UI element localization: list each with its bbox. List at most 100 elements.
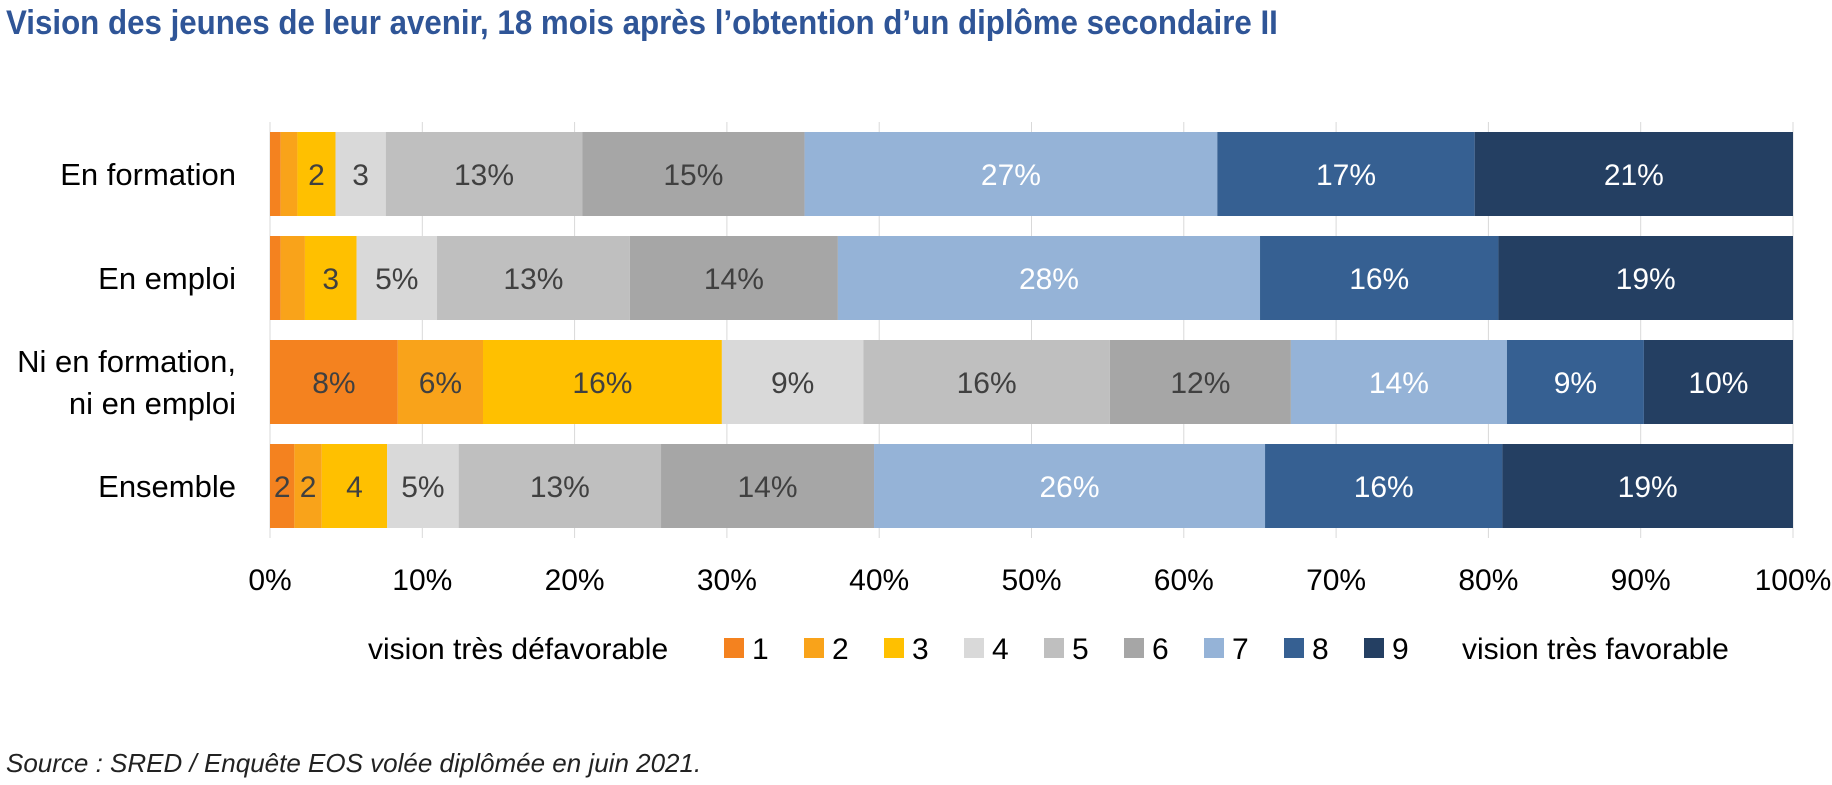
bar-segment xyxy=(385,132,583,216)
bar-segment xyxy=(270,236,281,320)
bar-row: 2 3 13% 15% 27% 17% 21% xyxy=(270,132,1793,216)
legend-label-right: vision très favorable xyxy=(1462,633,1729,666)
bar-segment xyxy=(356,236,438,320)
legend-swatch xyxy=(1364,638,1384,658)
legend-label-left: vision très défavorable xyxy=(368,633,668,666)
x-tick-label: 30% xyxy=(697,564,757,597)
bar-segment xyxy=(397,340,484,424)
bar-segment xyxy=(270,340,398,424)
data-label: 6% xyxy=(419,367,462,400)
data-label: 2 xyxy=(274,471,291,504)
data-label: 19% xyxy=(1618,471,1678,504)
bars: 2 3 13% 15% 27% 17% 21%3 5% 13% 14% 28% 16% 19%8% 6% 1… xyxy=(270,132,1793,528)
data-label: 21% xyxy=(1604,159,1664,192)
data-label: 13% xyxy=(454,159,514,192)
data-label: 2 xyxy=(308,159,325,192)
data-label: 3 xyxy=(352,159,369,192)
bar-segment xyxy=(1498,236,1793,320)
x-tick-label: 70% xyxy=(1306,564,1366,597)
data-label: 17% xyxy=(1316,159,1376,192)
bar-segment xyxy=(294,444,322,528)
legend-entry-label: 7 xyxy=(1232,633,1249,666)
chart-title: Vision des jeunes de leur avenir, 18 moi… xyxy=(6,4,1278,42)
bar-row: 8% 6% 16% 9% 16% 12% 14% 9% 10% xyxy=(270,340,1793,424)
bar-row: 3 5% 13% 14% 28% 16% 19% xyxy=(270,236,1793,320)
legend-entry-label: 9 xyxy=(1392,633,1409,666)
legend-swatch xyxy=(1284,638,1304,658)
bar-segment xyxy=(321,444,388,528)
category-label: Ni en formation, xyxy=(17,344,236,379)
bar-segment xyxy=(582,132,805,216)
data-label: 13% xyxy=(503,263,563,296)
data-label: 26% xyxy=(1040,471,1100,504)
bar-segment xyxy=(874,444,1266,528)
data-label: 16% xyxy=(1349,263,1409,296)
data-label: 27% xyxy=(981,159,1041,192)
data-label: 16% xyxy=(957,367,1017,400)
bar-segment xyxy=(1474,132,1793,216)
bar-segment xyxy=(387,444,459,528)
bar-segment xyxy=(1506,340,1644,424)
bar-segment xyxy=(721,340,864,424)
category-label: En emploi xyxy=(98,261,236,296)
legend-entry-label: 5 xyxy=(1072,633,1089,666)
bar-segment xyxy=(661,444,875,528)
bar-segment xyxy=(1265,444,1503,528)
x-tick-label: 50% xyxy=(1001,564,1061,597)
x-tick-label: 60% xyxy=(1154,564,1214,597)
data-label: 28% xyxy=(1019,263,1079,296)
bar-segment xyxy=(804,132,1218,216)
bar-row: 2 2 4 5% 13% 14% 26% 16% 19% xyxy=(270,444,1793,528)
bar-segment xyxy=(629,236,838,320)
data-label: 15% xyxy=(663,159,723,192)
bar-segment xyxy=(280,236,305,320)
bar-segment xyxy=(483,340,722,424)
legend-swatch xyxy=(964,638,984,658)
data-label: 10% xyxy=(1688,367,1748,400)
category-label: Ensemble xyxy=(98,469,236,504)
legend-swatch xyxy=(884,638,904,658)
legend-swatch xyxy=(1124,638,1144,658)
category-label: ni en emploi xyxy=(69,386,236,421)
data-label: 16% xyxy=(1354,471,1414,504)
bar-segment xyxy=(837,236,1261,320)
x-tick-label: 90% xyxy=(1611,564,1671,597)
bar-segment xyxy=(1643,340,1793,424)
bar-segment xyxy=(280,132,298,216)
bar-segment xyxy=(1217,132,1475,216)
x-axis-tick-labels: 0% 10% 20% 30% 40% 50% 60% 70% 80% 90% 100% xyxy=(248,564,1831,597)
legend-entry-label: 3 xyxy=(912,633,929,666)
bar-segment xyxy=(437,236,630,320)
data-label: 3 xyxy=(322,263,339,296)
legend-swatch xyxy=(1044,638,1064,658)
bar-segment xyxy=(297,132,336,216)
data-label: 14% xyxy=(704,263,764,296)
legend-swatch xyxy=(804,638,824,658)
bar-segment xyxy=(458,444,662,528)
legend-swatch xyxy=(1204,638,1224,658)
data-label: 5% xyxy=(401,471,444,504)
bar-segment xyxy=(863,340,1110,424)
x-tick-label: 10% xyxy=(392,564,452,597)
data-label: 8% xyxy=(312,367,355,400)
legend: vision très défavorable 1 2 3 4 5 6 7 8 9 vision t… xyxy=(368,633,1729,666)
bar-segment xyxy=(1260,236,1499,320)
legend-entry-label: 1 xyxy=(752,633,769,666)
legend-swatch xyxy=(724,638,744,658)
bar-segment xyxy=(304,236,357,320)
source-note: Source : SRED / Enquête EOS volée diplôm… xyxy=(6,748,702,778)
legend-entry-label: 2 xyxy=(832,633,849,666)
x-tick-label: 20% xyxy=(545,564,605,597)
x-tick-label: 40% xyxy=(849,564,909,597)
data-label: 16% xyxy=(572,367,632,400)
data-label: 5% xyxy=(375,263,418,296)
data-label: 12% xyxy=(1170,367,1230,400)
x-tick-label: 0% xyxy=(248,564,291,597)
bar-segment xyxy=(270,132,281,216)
bar-segment xyxy=(1109,340,1291,424)
bar-segment xyxy=(1502,444,1793,528)
data-label: 13% xyxy=(530,471,590,504)
legend-entry-label: 8 xyxy=(1312,633,1329,666)
data-label: 14% xyxy=(1369,367,1429,400)
